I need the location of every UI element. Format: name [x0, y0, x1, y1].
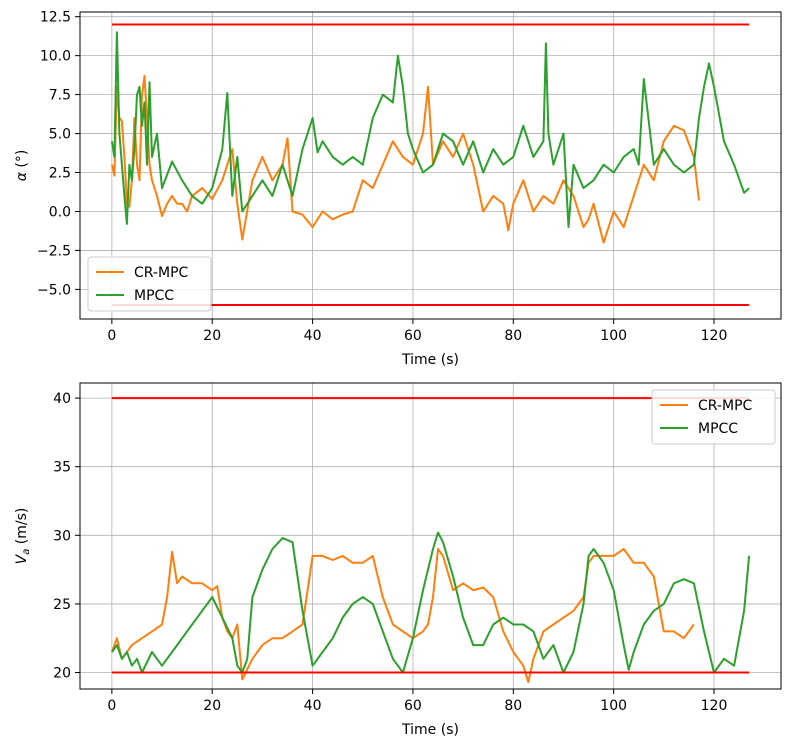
- y-axis-label: Va (m/s): [14, 508, 32, 565]
- y-tick-label: 20: [53, 666, 71, 682]
- x-tick-label: 60: [404, 328, 422, 344]
- y-tick-label: 5.0: [49, 127, 71, 143]
- y-tick-label: 30: [53, 528, 71, 544]
- x-tick-label: 0: [107, 328, 116, 344]
- x-tick-label: 120: [701, 698, 728, 714]
- legend-box: [651, 389, 776, 445]
- subplot-2: 0 20 40 60 80 100 120 20 25 30 35 40 Time (s) Va (m/s…: [14, 382, 782, 738]
- y-tick-label: −2.5: [37, 243, 71, 259]
- y-tick-label: 7.5: [49, 88, 71, 104]
- series-line-mpcc: [111, 531, 751, 674]
- subplot-1: 0 20 40 60 80 100 120 −5.0 −2.5 0.0 2.5 5.0 7.5 10.0 1…: [14, 10, 782, 368]
- legend-label-mpcc: MPCC: [698, 421, 738, 437]
- x-tick-label: 60: [404, 698, 422, 714]
- x-axis-label: Time (s): [401, 352, 459, 368]
- legend-label-mpcc: MPCC: [134, 288, 174, 304]
- x-tick-label: 80: [504, 328, 522, 344]
- legend: CR-MPC MPCC: [87, 256, 212, 312]
- y-tick-label: 2.5: [49, 166, 71, 182]
- y-tick-label: 35: [53, 460, 71, 476]
- y-tick-label: 25: [53, 597, 71, 613]
- x-axis-label: Time (s): [401, 722, 459, 738]
- y-tick-label: −5.0: [37, 282, 71, 298]
- y-tick-label: 40: [53, 391, 71, 407]
- series-line-cr-mpc: [110, 74, 700, 244]
- x-tick-label: 120: [701, 328, 728, 344]
- legend-box: [87, 256, 212, 312]
- plot-area: [110, 23, 750, 306]
- axes-frame: [79, 382, 782, 690]
- x-tick-label: 40: [304, 328, 322, 344]
- legend: CR-MPC MPCC: [651, 389, 776, 445]
- y-tick-label: 10.0: [40, 49, 71, 65]
- axes-frame: [79, 11, 782, 320]
- x-tick-label: 80: [504, 698, 522, 714]
- y-tick-label: 12.5: [40, 10, 71, 26]
- x-tick-label: 20: [203, 698, 221, 714]
- x-tick-label: 40: [304, 698, 322, 714]
- y-tick-label: 0.0: [49, 204, 71, 220]
- legend-label-cr-mpc: CR-MPC: [134, 265, 189, 281]
- legend-label-cr-mpc: CR-MPC: [698, 398, 753, 414]
- series-line-mpcc: [110, 31, 750, 229]
- x-tick-label: 0: [107, 698, 116, 714]
- x-tick-label: 100: [600, 328, 627, 344]
- x-tick-label: 20: [203, 328, 221, 344]
- x-tick-label: 100: [600, 698, 627, 714]
- plot-area: [110, 397, 751, 684]
- y-axis-label: α (°): [14, 150, 30, 182]
